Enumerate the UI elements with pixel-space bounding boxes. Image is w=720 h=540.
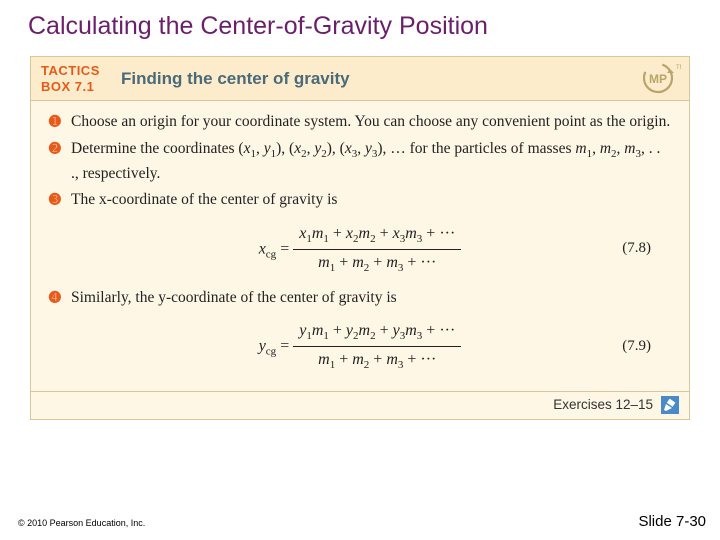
tactics-footer: Exercises 12–15 xyxy=(31,391,689,419)
step-2: ➋ Determine the coordinates (x1, y1), (x… xyxy=(49,138,671,186)
step-3-text: The x-coordinate of the center of gravit… xyxy=(71,189,671,211)
tactics-box: TACTICS BOX 7.1 Finding the center of gr… xyxy=(30,56,690,420)
step-3-num: ➌ xyxy=(49,189,71,211)
step-2-mid: for the particles of masses xyxy=(406,140,576,157)
mp-badge-icon: MP TM xyxy=(641,61,681,95)
step-2-pre: Determine the coordinates ( xyxy=(71,140,244,157)
step-2-end: , respectively. xyxy=(75,165,161,182)
tactics-label-line1: TACTICS xyxy=(41,63,100,78)
pencil-icon xyxy=(661,396,679,414)
step-4: ➍ Similarly, the y-coordinate of the cen… xyxy=(49,287,671,309)
equation-2: ycg = y1m1 + y2m2 + y3m3 + ··· m1 + m2 +… xyxy=(49,319,671,374)
step-4-num: ➍ xyxy=(49,287,71,309)
tactics-label-line2: BOX 7.1 xyxy=(41,79,94,94)
step-2-num: ➋ xyxy=(49,138,71,186)
step-4-text: Similarly, the y-coordinate of the cente… xyxy=(71,287,671,309)
eq1-number: (7.8) xyxy=(622,238,651,260)
svg-text:TM: TM xyxy=(676,65,681,71)
tactics-label: TACTICS BOX 7.1 xyxy=(41,63,111,94)
tactics-header: TACTICS BOX 7.1 Finding the center of gr… xyxy=(31,57,689,101)
step-2-text: Determine the coordinates (x1, y1), (x2,… xyxy=(71,138,671,186)
step-1-text: Choose an origin for your coordinate sys… xyxy=(71,111,671,133)
tactics-body: ➊ Choose an origin for your coordinate s… xyxy=(31,101,689,390)
copyright-text: © 2010 Pearson Education, Inc. xyxy=(18,518,145,528)
step-1: ➊ Choose an origin for your coordinate s… xyxy=(49,111,671,133)
slide-number: Slide 7-30 xyxy=(638,513,706,530)
slide-title: Calculating the Center-of-Gravity Positi… xyxy=(0,0,720,41)
mp-text: MP xyxy=(649,72,667,86)
step-3: ➌ The x-coordinate of the center of grav… xyxy=(49,189,671,211)
step-1-num: ➊ xyxy=(49,111,71,133)
equation-1: xcg = x1m1 + x2m2 + x3m3 + ··· m1 + m2 +… xyxy=(49,222,671,277)
exercises-label: Exercises 12–15 xyxy=(553,397,653,412)
eq2-number: (7.9) xyxy=(622,336,651,358)
tactics-title: Finding the center of gravity xyxy=(121,69,350,89)
